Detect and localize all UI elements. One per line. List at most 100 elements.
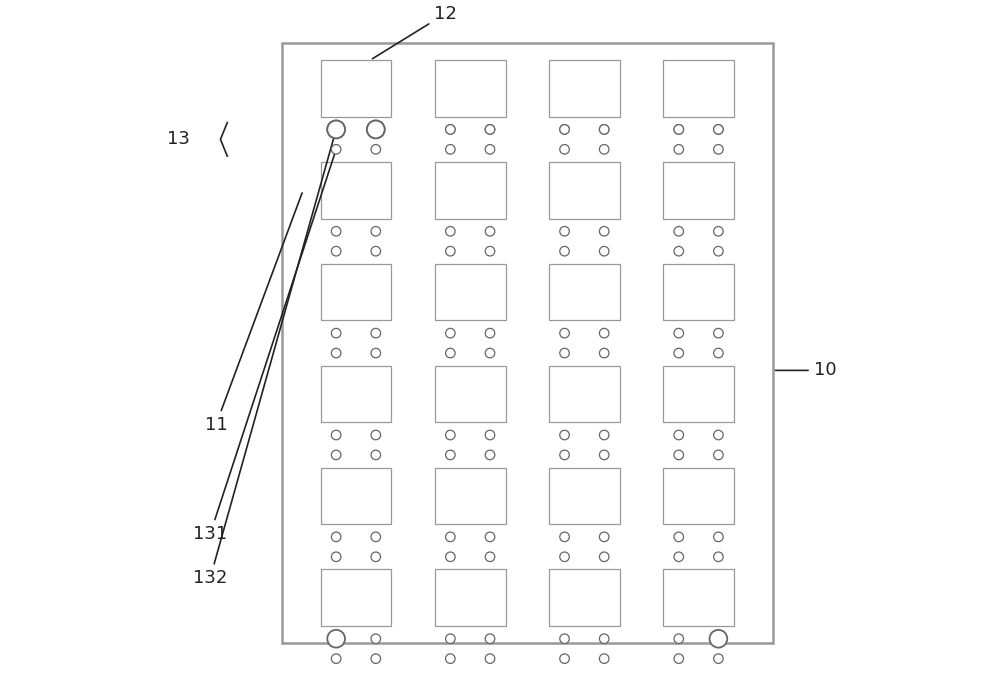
Circle shape (599, 328, 609, 338)
Circle shape (327, 630, 345, 648)
FancyBboxPatch shape (663, 468, 734, 524)
Circle shape (446, 226, 455, 236)
Circle shape (485, 634, 495, 644)
Circle shape (446, 328, 455, 338)
FancyBboxPatch shape (549, 162, 620, 219)
Circle shape (674, 328, 684, 338)
Circle shape (371, 124, 381, 134)
Circle shape (331, 430, 341, 440)
Circle shape (485, 450, 495, 460)
Circle shape (371, 144, 381, 154)
Circle shape (367, 120, 385, 138)
FancyBboxPatch shape (321, 570, 391, 626)
Circle shape (560, 552, 569, 562)
FancyBboxPatch shape (663, 366, 734, 422)
Circle shape (560, 430, 569, 440)
Circle shape (714, 124, 723, 134)
Circle shape (560, 226, 569, 236)
FancyBboxPatch shape (282, 43, 773, 643)
Circle shape (560, 654, 569, 663)
Circle shape (446, 450, 455, 460)
Circle shape (485, 654, 495, 663)
FancyBboxPatch shape (549, 468, 620, 524)
FancyBboxPatch shape (435, 570, 506, 626)
Circle shape (674, 348, 684, 358)
FancyBboxPatch shape (321, 468, 391, 524)
Circle shape (674, 124, 684, 134)
Circle shape (674, 246, 684, 256)
Circle shape (714, 328, 723, 338)
Circle shape (327, 120, 345, 138)
Circle shape (446, 348, 455, 358)
Circle shape (674, 124, 684, 134)
FancyBboxPatch shape (435, 264, 506, 321)
Circle shape (485, 328, 495, 338)
FancyBboxPatch shape (663, 60, 734, 117)
Circle shape (714, 144, 723, 154)
Circle shape (371, 450, 381, 460)
Text: 12: 12 (372, 5, 457, 59)
Circle shape (674, 226, 684, 236)
FancyBboxPatch shape (663, 570, 734, 626)
Circle shape (599, 450, 609, 460)
Circle shape (331, 124, 341, 134)
FancyBboxPatch shape (549, 366, 620, 422)
Circle shape (714, 532, 723, 542)
Circle shape (674, 552, 684, 562)
FancyBboxPatch shape (321, 60, 391, 117)
Circle shape (371, 654, 381, 663)
Circle shape (485, 144, 495, 154)
Circle shape (714, 450, 723, 460)
Circle shape (599, 124, 609, 134)
Circle shape (446, 634, 455, 644)
Circle shape (485, 532, 495, 542)
Circle shape (710, 630, 727, 648)
Circle shape (331, 226, 341, 236)
Circle shape (331, 328, 341, 338)
FancyBboxPatch shape (321, 162, 391, 219)
Circle shape (446, 246, 455, 256)
Circle shape (331, 552, 341, 562)
Circle shape (485, 552, 495, 562)
Circle shape (446, 552, 455, 562)
Circle shape (714, 654, 723, 663)
Circle shape (331, 348, 341, 358)
Circle shape (331, 144, 341, 154)
Circle shape (599, 532, 609, 542)
Circle shape (371, 634, 381, 644)
Circle shape (714, 124, 723, 134)
FancyBboxPatch shape (321, 264, 391, 321)
Circle shape (446, 532, 455, 542)
Text: 13: 13 (167, 131, 190, 148)
FancyBboxPatch shape (435, 60, 506, 117)
Circle shape (599, 348, 609, 358)
Circle shape (485, 348, 495, 358)
FancyBboxPatch shape (435, 468, 506, 524)
Circle shape (485, 430, 495, 440)
FancyBboxPatch shape (663, 162, 734, 219)
Circle shape (331, 450, 341, 460)
Circle shape (599, 144, 609, 154)
Circle shape (331, 532, 341, 542)
Circle shape (371, 348, 381, 358)
FancyBboxPatch shape (435, 162, 506, 219)
Circle shape (446, 124, 455, 134)
Circle shape (714, 226, 723, 236)
Circle shape (371, 532, 381, 542)
Circle shape (714, 430, 723, 440)
Circle shape (331, 654, 341, 663)
Circle shape (371, 328, 381, 338)
Circle shape (485, 226, 495, 236)
Circle shape (674, 634, 684, 644)
Circle shape (560, 124, 569, 134)
Circle shape (446, 430, 455, 440)
Circle shape (560, 144, 569, 154)
Circle shape (674, 450, 684, 460)
FancyBboxPatch shape (549, 264, 620, 321)
Circle shape (560, 450, 569, 460)
Text: 10: 10 (775, 361, 836, 380)
Text: 132: 132 (193, 132, 335, 588)
Circle shape (485, 246, 495, 256)
Circle shape (485, 124, 495, 134)
Circle shape (599, 552, 609, 562)
